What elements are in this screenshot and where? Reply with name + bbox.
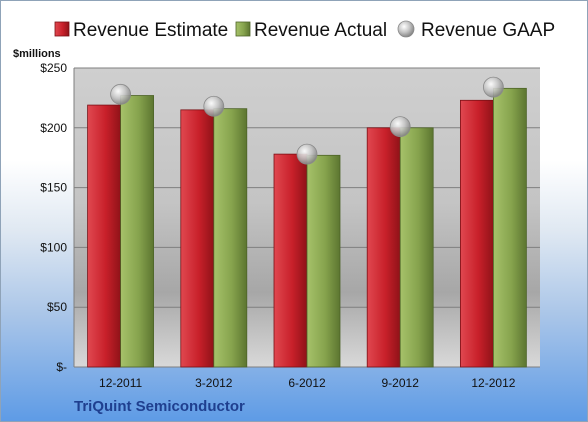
marker-revenue-gaap — [296, 143, 318, 165]
x-tick-label: 12-2012 — [471, 376, 515, 390]
bar-revenue-estimate — [87, 104, 121, 368]
bar-revenue-estimate — [459, 99, 494, 368]
legend-marker-gaap — [397, 20, 415, 38]
x-tick-label: 9-2012 — [382, 376, 420, 390]
x-tick-label: 3-2012 — [195, 376, 233, 390]
legend-label-estimate: Revenue Estimate — [73, 20, 228, 41]
company-name: TriQuint Semiconductor — [74, 398, 245, 415]
marker-revenue-gaap — [389, 116, 411, 138]
y-tick-label: $50 — [47, 300, 67, 314]
marker-revenue-gaap — [110, 83, 131, 105]
y-tick-label: $200 — [40, 121, 67, 135]
x-tick-label: 12-2011 — [99, 376, 142, 390]
bar-revenue-actual — [306, 154, 341, 368]
x-axis: 12-2011 3-2012 6-2012 9-2012 12-2012 — [99, 376, 516, 390]
marker-revenue-gaap — [482, 76, 504, 98]
bar-revenue-actual — [399, 127, 434, 368]
bar-revenue-estimate — [273, 153, 308, 368]
y-tick-label: $250 — [40, 61, 67, 75]
legend-label-actual: Revenue Actual — [254, 20, 387, 41]
y-tick-label: $100 — [40, 240, 67, 254]
gaap-markers — [110, 76, 504, 165]
y-tick-label: $- — [56, 360, 67, 374]
legend: Revenue Estimate Revenue Actual Revenue … — [54, 20, 555, 41]
y-tick-label: $150 — [40, 181, 67, 195]
bar-revenue-estimate — [180, 109, 215, 368]
legend-swatch-estimate — [54, 21, 70, 37]
bar-revenue-actual — [492, 87, 527, 368]
legend-swatch-actual — [235, 21, 251, 37]
marker-revenue-gaap — [203, 95, 225, 117]
x-tick-label: 6-2012 — [288, 376, 326, 390]
bar-revenue-actual — [213, 108, 248, 368]
bars — [87, 87, 527, 368]
bar-revenue-actual — [120, 95, 154, 368]
legend-label-gaap: Revenue GAAP — [421, 20, 555, 41]
y-axis-unit-label: $millions — [13, 48, 61, 60]
y-axis: $- $50 $100 $150 $200 $250 — [40, 61, 67, 374]
bar-revenue-estimate — [366, 127, 401, 368]
